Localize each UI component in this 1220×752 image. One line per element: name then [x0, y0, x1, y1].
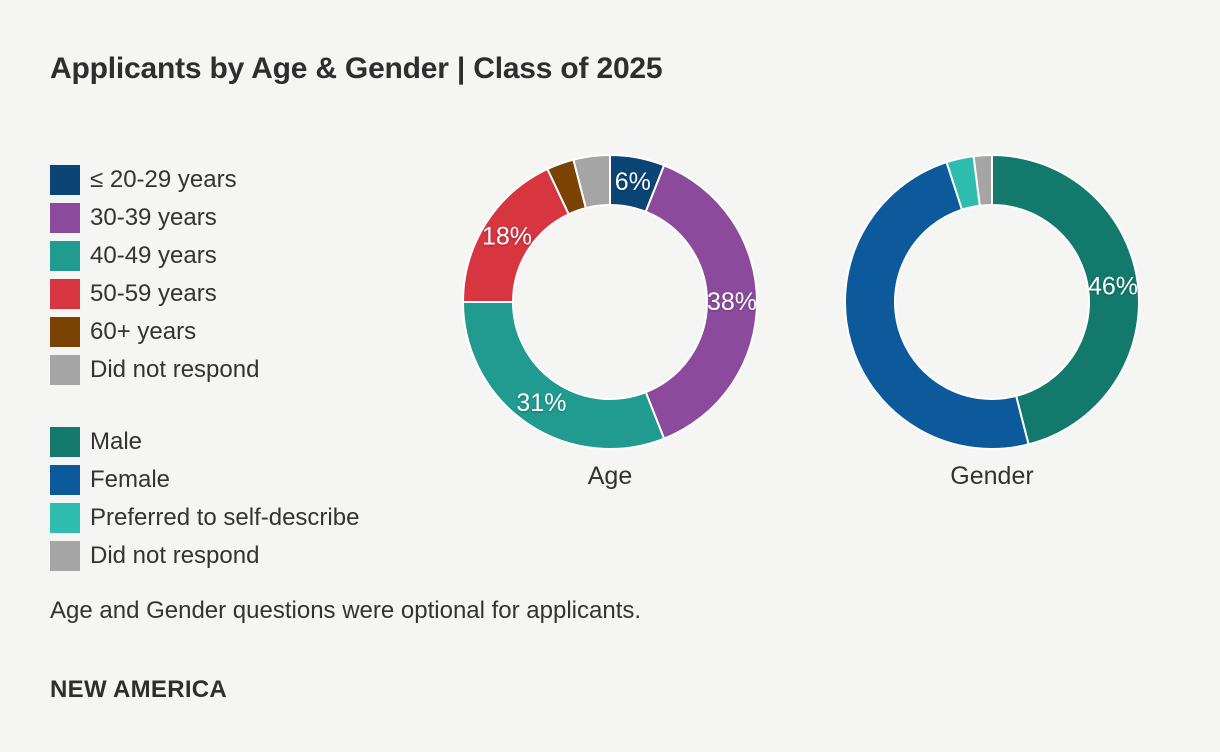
legend-item-label: Did not respond [90, 542, 260, 569]
legend-swatch [50, 503, 80, 533]
legend-item-female: Female [50, 465, 359, 495]
slice-age-did-not-respond [572, 153, 611, 210]
legend-swatch [50, 317, 80, 347]
legend-swatch [50, 355, 80, 385]
legend-item-label: Female [90, 466, 171, 493]
legend-item-label: Preferred to self-describe [90, 504, 360, 531]
slice-data-label-20-29-years: 6% [615, 168, 651, 196]
legend-swatch [50, 279, 80, 309]
slice-age-30-39-years [644, 164, 758, 440]
legend-swatch [50, 427, 80, 457]
legend-item-did-not-respond: Did not respond [50, 355, 259, 385]
legend-item-label: 40-49 years [90, 242, 217, 269]
slice-gender-did-not-respond [972, 153, 993, 207]
slice-data-label-male: 46% [1088, 273, 1138, 301]
legend-swatch [50, 165, 80, 195]
legend-item-50-59-years: 50-59 years [50, 279, 259, 309]
page-title: Applicants by Age & Gender | Class of 20… [50, 52, 663, 85]
legend-age: ≤ 20-29 years 30-39 years 40-49 years 50-59… [50, 165, 259, 393]
legend-swatch [50, 541, 80, 571]
slice-age-40-49-years [461, 301, 666, 450]
slice-data-label-50-59-years: 18% [482, 223, 532, 251]
age-donut-chart: 6% 38% 31% 18% [461, 153, 758, 450]
legend-swatch [50, 241, 80, 271]
legend-item-label: 50-59 years [90, 280, 217, 307]
legend-item-label: Did not respond [90, 356, 260, 383]
legend-item-label: Male [90, 428, 143, 455]
slice-data-label-30-39-years: 38% [707, 288, 757, 316]
legend-swatch [50, 465, 80, 495]
legend-item-label: 30-39 years [90, 204, 217, 231]
footnote: Age and Gender questions were optional f… [50, 597, 642, 624]
slice-data-label-40-49-years: 31% [516, 389, 566, 417]
legend-item-60-years: 60+ years [50, 317, 259, 347]
legend-item-20-29-years: ≤ 20-29 years [50, 165, 259, 195]
legend-item-preferred-to-self-describe: Preferred to self-describe [50, 503, 359, 533]
legend-item-did-not-respond: Did not respond [50, 541, 359, 571]
age-chart-label: Age [587, 462, 633, 490]
slice-gender-female [844, 160, 1030, 450]
legend-item-30-39-years: 30-39 years [50, 203, 259, 233]
slice-gender-male [991, 153, 1140, 446]
gender-chart-label: Gender [950, 462, 1034, 490]
new-america-logo: NEW AMERICA [50, 676, 228, 703]
legend-item-label: ≤ 20-29 years [90, 166, 237, 193]
gender-donut-chart: 46% [844, 153, 1140, 450]
legend-gender: Male Female Preferred to self-describe Did … [50, 427, 359, 579]
legend-item-male: Male [50, 427, 359, 457]
legend-item-label: 60+ years [90, 318, 197, 345]
legend-item-40-49-years: 40-49 years [50, 241, 259, 271]
legend-swatch [50, 203, 80, 233]
